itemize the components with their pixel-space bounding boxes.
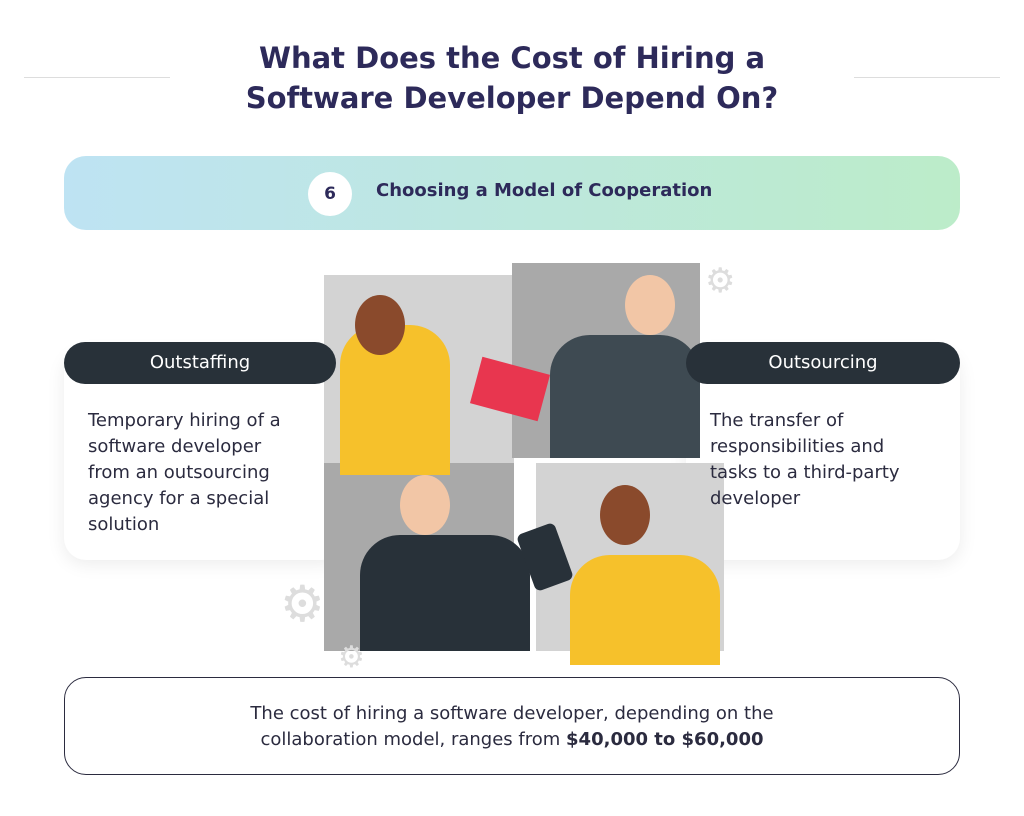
gear-icon: ⚙ (338, 640, 365, 675)
step-number-badge: 6 (308, 172, 352, 216)
cost-summary-box: The cost of hiring a software developer,… (64, 677, 960, 775)
divider (24, 77, 170, 78)
outstaffing-label: Outstaffing (64, 342, 336, 384)
gear-icon: ⚙ (280, 575, 325, 633)
section-banner (64, 156, 960, 230)
cost-range: $40,000 to $60,000 (566, 729, 764, 750)
page-title: What Does the Cost of Hiring a Software … (245, 41, 779, 115)
divider (854, 77, 1000, 78)
section-title: Choosing a Model of Cooperation (376, 180, 713, 201)
cost-summary-text: The cost of hiring a software developer,… (250, 703, 774, 750)
outstaffing-card (64, 350, 344, 560)
outstaffing-description: Temporary hiring of a software developer… (88, 410, 281, 535)
outsourcing-description: The transfer of responsibilities and tas… (710, 410, 900, 509)
outsourcing-label: Outsourcing (686, 342, 960, 384)
outsourcing-card (686, 350, 960, 560)
gear-icon: ⚙ (705, 261, 736, 301)
team-handshake-illustration: ⚙ ⚙ ⚙ (280, 255, 740, 685)
